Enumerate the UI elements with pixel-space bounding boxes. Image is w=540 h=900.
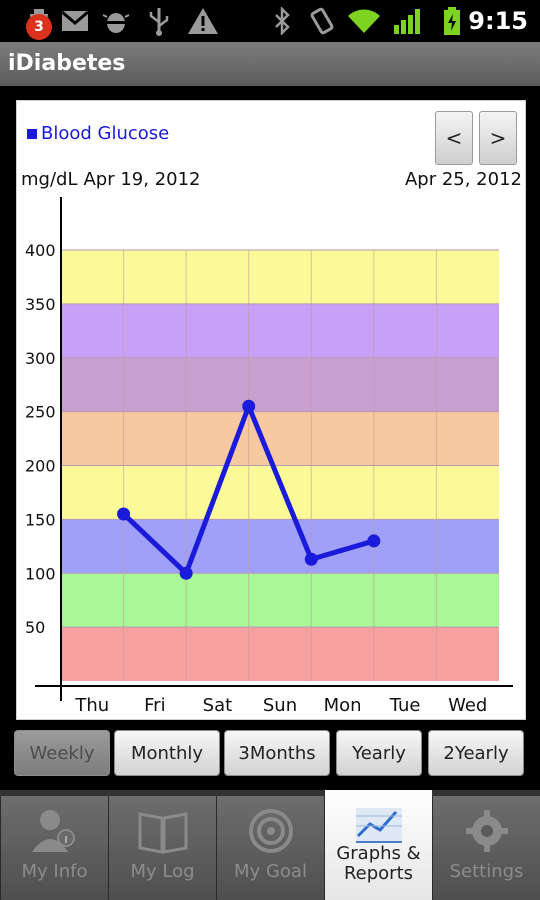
graph-icon [352,802,406,848]
period-button-monthly[interactable]: Monthly [114,730,220,776]
person-info-icon [28,808,82,854]
data-point [179,566,193,580]
battery-icon [440,0,464,42]
unit-label: mg/dL [21,169,78,190]
end-date: Apr 25, 2012 [404,169,522,190]
tab-settings[interactable]: Settings [432,796,540,900]
title-bar: iDiabetes [0,42,540,87]
range-band-100-150 [61,519,499,574]
chart-legend: Blood Glucose [27,123,169,144]
data-point [117,507,131,521]
y-tick-label: 150 [25,510,56,529]
content-area: Blood Glucose < > mg/dL Apr 19, 2012 Apr … [0,86,540,790]
graph-panel: Blood Glucose < > mg/dL Apr 19, 2012 Apr … [16,100,526,720]
tab-my-log[interactable]: My Log [108,796,216,900]
range-band-250-300 [61,357,499,412]
period-button-yearly[interactable]: Yearly [336,730,422,776]
range-band-150-200 [61,465,499,520]
x-tick-label: Sat [203,695,233,716]
y-tick-label: 250 [25,403,56,422]
tab-my-goal[interactable]: My Goal [216,796,324,900]
range-band-50-100 [61,573,499,628]
tab-graphs-reports[interactable]: Graphs & Reports [324,790,432,900]
tab-label: My Log [130,861,195,882]
x-tick-label: Thu [74,695,109,716]
tab-label: Graphs & Reports [336,843,421,884]
start-date: Apr 19, 2012 [83,169,201,190]
y-tick-label: 300 [25,349,56,368]
blood-glucose-chart: 50 100 150 200 250 300 350 400 Thu Fri Sat Sun Mon Tu… [25,197,513,716]
y-tick-label: 50 [25,618,45,637]
legend-label: Blood Glucose [41,123,170,144]
bottom-tab-bar: My Info My Log My Goal Graphs & Reports Sett… [0,790,540,900]
x-tick-label: Tue [389,695,421,716]
range-band-350-400 [61,250,499,304]
x-tick-label: Wed [448,695,487,716]
x-tick-label: Mon [324,695,362,716]
data-point [304,552,318,566]
previous-week-button[interactable]: < [435,111,473,165]
range-band-0-50 [61,627,499,681]
wifi-icon [346,0,382,42]
y-tick-label: 350 [25,295,56,314]
usb-icon [144,0,174,42]
signal-icon [392,0,424,42]
period-selector: Weekly Monthly 3Months Yearly 2Yearly [14,730,526,778]
x-tick-label: Sun [263,695,297,716]
notification-count-badge: 3 [26,14,52,40]
y-tick-label: 100 [25,564,56,583]
range-band-300-350 [61,303,499,358]
android-debug-icon [100,0,132,42]
unit-and-start-date: mg/dL Apr 19, 2012 [21,169,201,190]
gmail-icon [60,0,90,42]
book-icon [136,808,190,854]
status-clock: 9:15 [468,7,528,35]
tab-label: Settings [449,861,524,882]
app-title: iDiabetes [8,51,126,76]
status-bar: 3 9:15 [0,0,540,42]
period-button-weekly[interactable]: Weekly [14,730,110,776]
target-icon [244,808,298,854]
data-point [242,399,256,413]
y-tick-label: 400 [25,241,56,260]
bluetooth-icon [270,0,294,42]
y-tick-label: 200 [25,457,56,476]
tab-my-info[interactable]: My Info [0,796,108,900]
legend-swatch [27,128,37,139]
next-week-button[interactable]: > [479,111,517,165]
period-button-3months[interactable]: 3Months [224,730,330,776]
data-point [367,534,381,548]
tab-label: My Goal [234,861,307,882]
x-tick-label: Fri [144,695,165,716]
tab-label: My Info [21,861,88,882]
gear-icon [460,808,514,854]
warning-icon [186,0,220,42]
vibrate-icon [306,0,338,42]
range-band-200-250 [61,411,499,466]
period-button-2yearly[interactable]: 2Yearly [428,730,524,776]
